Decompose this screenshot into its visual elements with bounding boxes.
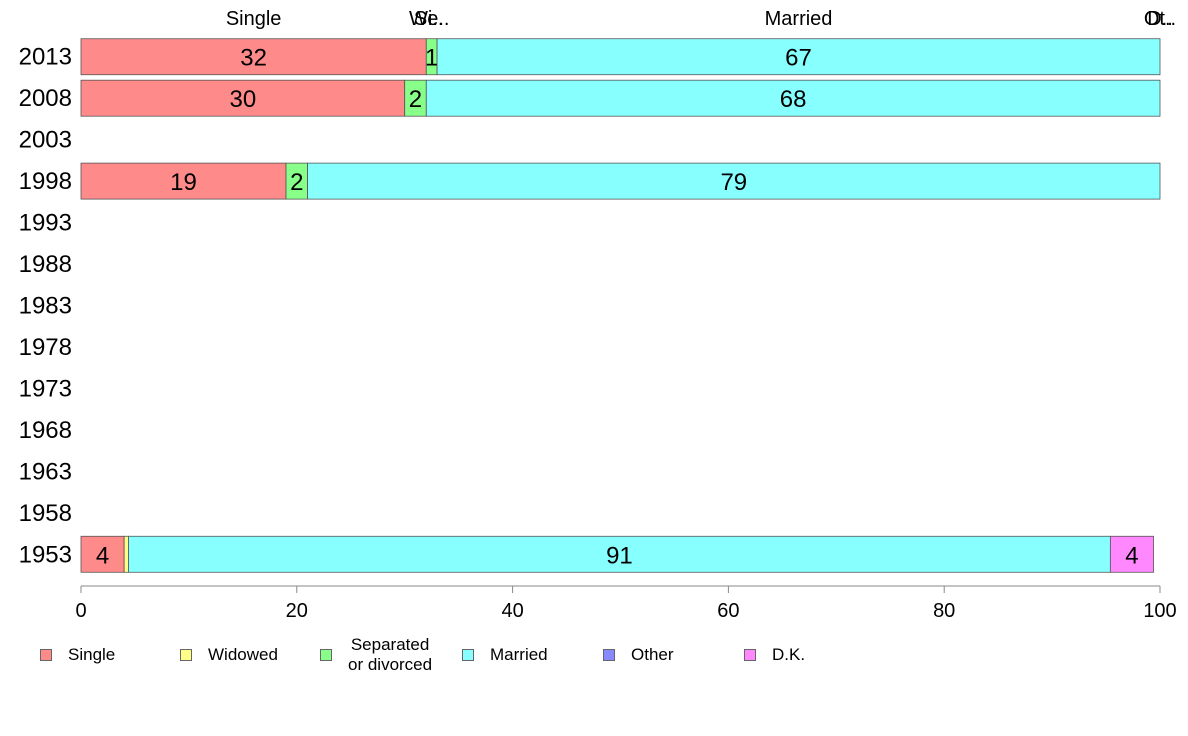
legend: Single Widowed Separated or divorced Marrie… — [40, 632, 1140, 682]
bar-segment — [80, 535, 125, 573]
year-label: 2013 — [19, 44, 72, 71]
legend-item: Separated or divorced — [320, 632, 432, 678]
year-label: 2008 — [19, 85, 72, 112]
legend-label: Separated or divorced — [348, 635, 433, 674]
x-tick-label: 0 — [75, 600, 86, 622]
year-label: 1988 — [19, 251, 72, 278]
year-label: 1953 — [19, 541, 72, 568]
legend-label: Other — [631, 645, 674, 664]
legend-swatch — [320, 649, 332, 661]
year-label: 1978 — [19, 334, 72, 361]
bar-value-label: 91 — [606, 542, 633, 569]
bar-value-label: 1 — [425, 45, 438, 72]
bar-segment — [123, 535, 129, 573]
bar-segment — [1109, 535, 1154, 573]
bar-value-label: 4 — [96, 542, 109, 569]
year-label: 1963 — [19, 458, 72, 485]
bar-segment — [80, 38, 427, 76]
x-axis: 0 20 40 60 80 100 — [75, 585, 1177, 622]
bar-value-label: 4 — [1125, 542, 1138, 569]
bar-value-label: 67 — [785, 45, 812, 72]
year-label: 1998 — [19, 168, 72, 195]
bar-value-label: 32 — [240, 45, 267, 72]
year-label: 1983 — [19, 293, 72, 320]
year-label: 2003 — [19, 127, 72, 154]
year-label: 1968 — [19, 417, 72, 444]
year-label: 1993 — [19, 210, 72, 237]
bar-value-label: 79 — [720, 169, 747, 196]
legend-item: Single — [40, 632, 115, 678]
x-tick-label: 20 — [286, 600, 308, 622]
legend-item: Widowed — [180, 632, 278, 678]
x-tick-label: 80 — [933, 600, 955, 622]
legend-label: Married — [490, 645, 548, 664]
bar-segment — [425, 79, 1161, 117]
legend-swatch — [744, 649, 756, 661]
top-label: Ot.. — [1144, 8, 1176, 30]
x-tick-label: 60 — [717, 600, 739, 622]
top-label: Wi.. — [409, 8, 443, 30]
bar-value-label: 68 — [780, 86, 807, 113]
top-label: Se.. — [414, 8, 450, 30]
top-label: D.. — [1147, 8, 1173, 30]
legend-item: D.K. — [744, 632, 805, 678]
x-tick-label: 40 — [501, 600, 523, 622]
bar-value-label: 2 — [409, 86, 422, 113]
legend-label: D.K. — [772, 645, 806, 664]
legend-label: Single — [68, 645, 116, 664]
legend-label: Widowed — [208, 645, 278, 664]
x-tick-label: 100 — [1143, 600, 1176, 622]
bar-segment — [436, 38, 1161, 76]
top-label: Married — [765, 8, 833, 30]
top-category-labels: Single Wi..Se.. Married Ot..D.. — [226, 8, 1176, 30]
legend-item: Married — [462, 632, 548, 678]
legend-swatch — [462, 649, 474, 661]
bar-segment — [307, 162, 1161, 200]
bar-value-label: 30 — [229, 86, 256, 113]
bar-segment — [80, 79, 406, 117]
bar-value-label: 19 — [170, 169, 197, 196]
year-label: 1958 — [19, 500, 72, 527]
legend-swatch — [40, 649, 52, 661]
legend-swatch — [180, 649, 192, 661]
bar-value-label: 2 — [290, 169, 303, 196]
year-label: 1973 — [19, 375, 72, 402]
year-labels: 2013 2008 2003 1998 1993 1988 1983 1978 1973 1968… — [19, 44, 72, 569]
top-label: Single — [226, 8, 282, 30]
stacked-bar-chart: Single Wi..Se.. Married Ot..D.. 32 1 67 30 2 68 1… — [19, 8, 1177, 622]
legend-swatch — [603, 649, 615, 661]
bars-group: 32 1 67 30 2 68 19 2 79 4 91 4 — [80, 38, 1161, 573]
legend-item: Other — [603, 632, 674, 678]
